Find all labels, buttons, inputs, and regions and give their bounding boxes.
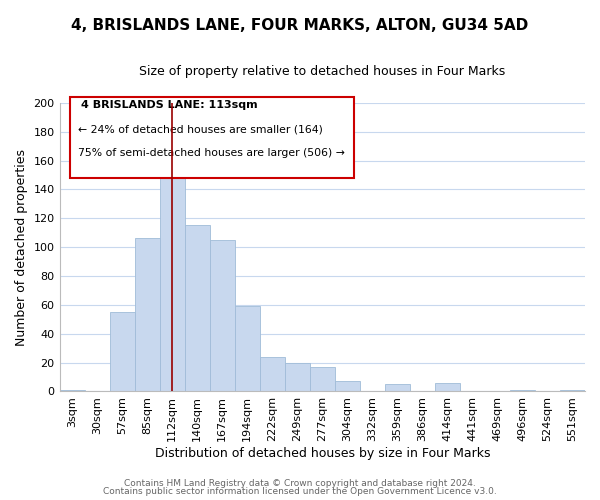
Text: Contains HM Land Registry data © Crown copyright and database right 2024.: Contains HM Land Registry data © Crown c… <box>124 478 476 488</box>
Title: Size of property relative to detached houses in Four Marks: Size of property relative to detached ho… <box>139 65 505 78</box>
Bar <box>510 390 535 392</box>
FancyBboxPatch shape <box>70 97 354 178</box>
Bar <box>560 390 585 392</box>
Bar <box>285 362 310 392</box>
Bar <box>209 240 235 392</box>
Text: 4, BRISLANDS LANE, FOUR MARKS, ALTON, GU34 5AD: 4, BRISLANDS LANE, FOUR MARKS, ALTON, GU… <box>71 18 529 32</box>
Bar <box>134 238 160 392</box>
Bar <box>160 168 185 392</box>
Bar <box>260 357 285 392</box>
Bar <box>185 226 209 392</box>
Bar <box>59 390 85 392</box>
Bar <box>385 384 410 392</box>
Bar <box>335 382 360 392</box>
X-axis label: Distribution of detached houses by size in Four Marks: Distribution of detached houses by size … <box>155 447 490 460</box>
Bar <box>110 312 134 392</box>
Bar <box>235 306 260 392</box>
Text: 75% of semi-detached houses are larger (506) →: 75% of semi-detached houses are larger (… <box>78 148 345 158</box>
Text: ← 24% of detached houses are smaller (164): ← 24% of detached houses are smaller (16… <box>78 124 323 134</box>
Text: Contains public sector information licensed under the Open Government Licence v3: Contains public sector information licen… <box>103 487 497 496</box>
Text: 4 BRISLANDS LANE: 113sqm: 4 BRISLANDS LANE: 113sqm <box>80 100 257 110</box>
Bar <box>435 383 460 392</box>
Bar <box>310 367 335 392</box>
Y-axis label: Number of detached properties: Number of detached properties <box>15 148 28 346</box>
